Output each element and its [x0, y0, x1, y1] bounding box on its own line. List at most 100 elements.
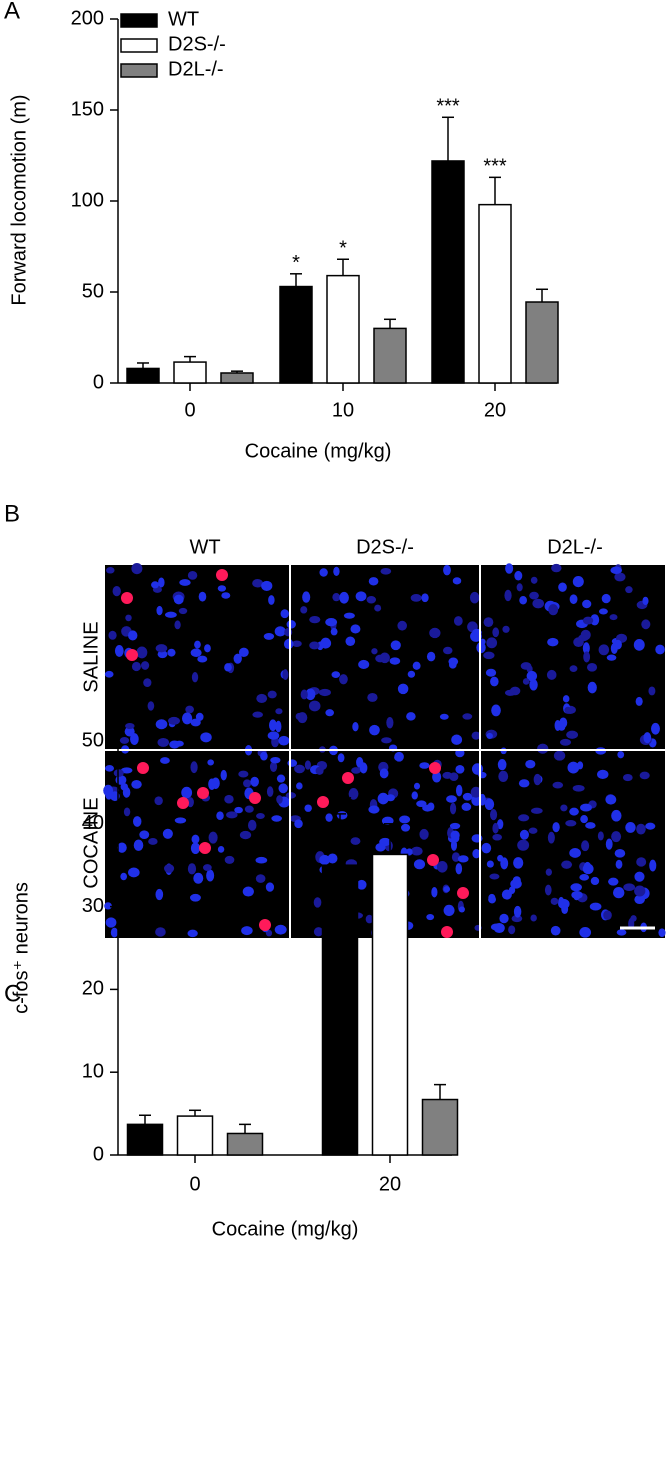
nucleus: [274, 626, 286, 637]
nucleus: [518, 779, 530, 788]
nucleus: [117, 842, 127, 853]
nucleus: [114, 644, 124, 657]
nucleus: [105, 764, 114, 772]
nucleus: [597, 769, 609, 780]
nucleus: [609, 614, 618, 621]
nucleus: [651, 722, 660, 735]
nucleus: [449, 772, 459, 781]
nucleus: [623, 883, 636, 892]
nucleus: [470, 786, 482, 798]
nucleus: [579, 927, 592, 938]
nucleus: [485, 668, 497, 677]
y-tick-label: 100: [71, 189, 104, 211]
nucleus: [313, 927, 324, 937]
nucleus: [410, 846, 423, 856]
nucleus: [302, 591, 311, 603]
nucleus: [641, 619, 651, 630]
nucleus: [190, 761, 198, 774]
nucleus: [276, 795, 283, 804]
nucleus: [519, 829, 529, 840]
nucleus: [243, 779, 252, 788]
nucleus: [582, 616, 594, 625]
nucleus: [282, 669, 289, 681]
nucleus: [486, 860, 494, 868]
nucleus: [193, 872, 204, 884]
nucleus: [266, 786, 274, 797]
nucleus: [397, 683, 409, 695]
nucleus: [522, 678, 530, 685]
bar: [321, 864, 359, 1156]
x-tick-label: 0: [184, 399, 195, 421]
nucleus: [339, 674, 348, 685]
nucleus: [278, 735, 290, 746]
nucleus: [500, 857, 509, 870]
nucleus: [413, 782, 421, 790]
nucleus: [439, 713, 449, 720]
nucleus: [567, 761, 580, 774]
nucleus: [169, 740, 180, 749]
nucleus: [358, 659, 370, 670]
nucleus: [190, 842, 201, 855]
nucleus: [498, 770, 509, 783]
nucleus: [519, 596, 527, 605]
nucleus: [508, 925, 516, 935]
nucleus: [586, 663, 598, 672]
cfos-cell: [457, 887, 469, 899]
nucleus: [300, 689, 308, 700]
legend-swatch: [120, 38, 158, 53]
nucleus: [389, 657, 401, 665]
nucleus: [446, 795, 457, 803]
x-tick-label: 20: [379, 1173, 401, 1195]
nucleus: [483, 651, 495, 660]
nucleus: [634, 894, 645, 905]
nucleus: [190, 893, 201, 902]
nucleus: [294, 819, 303, 829]
nucleus: [601, 593, 611, 604]
nucleus: [216, 811, 224, 821]
nucleus: [198, 591, 207, 602]
nucleus: [164, 864, 175, 873]
nucleus: [275, 708, 283, 715]
nucleus: [617, 751, 625, 759]
nucleus: [547, 637, 559, 647]
nucleus: [187, 570, 198, 580]
x-axis-label: Cocaine (mg/kg): [245, 440, 392, 462]
nucleus: [368, 577, 379, 586]
nucleus: [462, 713, 473, 720]
significance-label: ***: [328, 792, 352, 814]
nucleus: [309, 615, 321, 624]
nucleus: [356, 756, 364, 768]
nucleus: [514, 570, 523, 581]
y-tick-label: 50: [82, 280, 104, 302]
y-axis-label: c-fos⁺ neurons: [10, 882, 32, 1014]
nucleus: [559, 717, 568, 729]
nucleus: [319, 854, 330, 866]
bar: [279, 285, 313, 384]
nucleus: [381, 816, 394, 826]
nucleus: [643, 732, 652, 744]
nucleus: [412, 661, 421, 670]
nucleus: [611, 831, 622, 843]
nucleus: [356, 879, 367, 890]
cfos-cell: [121, 592, 133, 604]
nucleus: [504, 589, 512, 602]
nucleus: [305, 688, 316, 701]
nucleus: [194, 640, 201, 649]
x-tick-label: 20: [484, 399, 506, 421]
nucleus: [217, 845, 225, 853]
nucleus: [386, 716, 394, 729]
nucleus: [330, 627, 338, 636]
nucleus: [394, 754, 402, 761]
nucleus: [528, 827, 538, 834]
significance-label: ***: [483, 156, 507, 178]
nucleus: [583, 861, 592, 872]
nucleus: [526, 670, 538, 682]
bar: [126, 1123, 164, 1156]
nucleus: [313, 897, 322, 908]
nucleus: [120, 767, 133, 774]
nucleus: [367, 692, 378, 702]
nucleus: [564, 706, 572, 714]
nucleus: [532, 598, 545, 609]
nucleus: [443, 886, 451, 893]
nucleus: [103, 784, 114, 797]
